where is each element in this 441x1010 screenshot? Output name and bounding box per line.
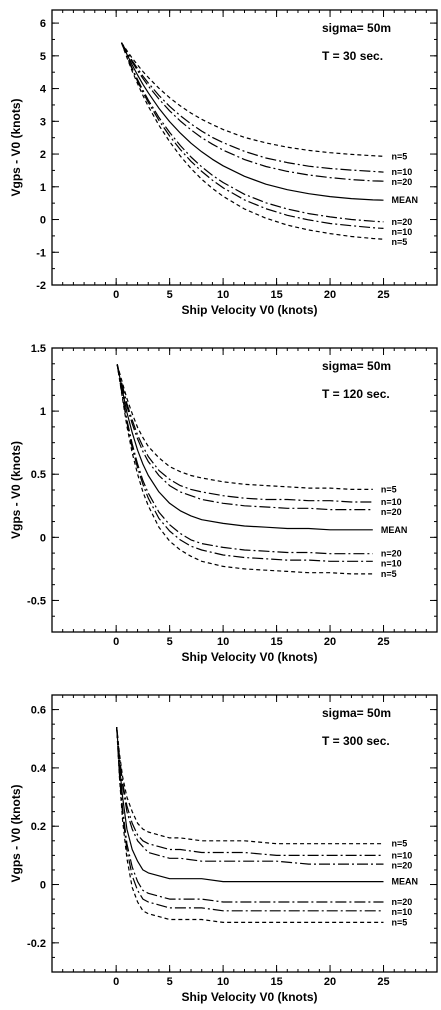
- annotation-period: T = 300 sec.: [322, 734, 390, 748]
- series-line-n5-upper: [116, 727, 384, 845]
- y-tick-label: -0.5: [27, 595, 46, 607]
- series-label-n10-upper: n=10: [392, 167, 413, 177]
- series-label-mean: MEAN: [381, 525, 408, 535]
- y-tick-label: -2: [36, 280, 46, 292]
- series-line-n20-upper: [120, 42, 384, 182]
- series-label-n5-upper: n=5: [392, 151, 408, 161]
- series-line-n10-upper: [116, 364, 373, 503]
- x-tick-label: 15: [270, 976, 282, 988]
- series-label-n10-lower: n=10: [392, 907, 413, 917]
- x-tick-label: 5: [167, 289, 173, 301]
- y-tick-label: 1: [40, 182, 46, 194]
- x-tick-label: 0: [113, 289, 119, 301]
- y-tick-label: 0.5: [31, 469, 46, 481]
- y-tick-label: 1: [40, 406, 46, 418]
- x-tick-label: 25: [377, 636, 389, 648]
- y-tick-label: 1.5: [31, 343, 46, 355]
- series-label-n10-lower: n=10: [392, 227, 413, 237]
- x-tick-label: 15: [270, 289, 282, 301]
- series-label-n5-upper: n=5: [392, 839, 408, 849]
- series-label-n20-upper: n=20: [392, 177, 413, 187]
- annotation-sigma: sigma= 50m: [322, 359, 391, 373]
- y-tick-label: 0: [40, 532, 46, 544]
- series-label-n5-upper: n=5: [381, 484, 397, 494]
- x-tick-label: 25: [377, 289, 389, 301]
- x-axis-title: Ship Velocity V0 (knots): [181, 650, 317, 664]
- series-line-n5-lower: [116, 364, 373, 575]
- annotation-sigma: sigma= 50m: [322, 21, 391, 35]
- series-line-n20-upper: [116, 364, 373, 511]
- y-axis-title: Vgps - V0 (knots): [9, 441, 23, 539]
- series-line-mean: [116, 364, 373, 531]
- series-line-n10-lower: [116, 727, 384, 912]
- series-line-n5-lower: [116, 727, 384, 923]
- series-line-n10-lower: [116, 364, 373, 562]
- y-tick-label: 0.6: [31, 705, 46, 717]
- series-line-n5-lower: [120, 42, 384, 240]
- x-tick-label: 0: [113, 976, 119, 988]
- x-tick-label: 10: [217, 289, 229, 301]
- y-tick-label: 6: [40, 18, 46, 30]
- x-tick-label: 15: [270, 636, 282, 648]
- x-axis-title: Ship Velocity V0 (knots): [181, 303, 317, 317]
- series-line-n20-lower: [116, 727, 384, 903]
- x-tick-label: 20: [324, 289, 336, 301]
- series-line-n5-upper: [121, 42, 384, 157]
- series-label-n20-upper: n=20: [392, 860, 413, 870]
- series-line-n20-upper: [116, 727, 384, 865]
- x-tick-label: 10: [217, 636, 229, 648]
- series-label-n20-upper: n=20: [381, 507, 402, 517]
- x-tick-label: 0: [113, 636, 119, 648]
- series-label-n20-lower: n=20: [392, 217, 413, 227]
- x-tick-label: 5: [167, 636, 173, 648]
- y-tick-label: 4: [40, 84, 47, 96]
- series-line-n10-lower: [120, 42, 384, 229]
- y-tick-label: 0: [40, 215, 46, 227]
- x-tick-label: 10: [217, 976, 229, 988]
- series-line-n20-lower: [120, 42, 384, 223]
- annotation-sigma: sigma= 50m: [322, 706, 391, 720]
- y-tick-label: -1: [36, 247, 46, 259]
- chart-panel-1: 0 5 10 15 20 25 -2 -1 0 1 2 3 4 5 6 Ship Velocity V0 (k…: [9, 9, 438, 317]
- series-label-n20-lower: n=20: [392, 897, 413, 907]
- annotation-period: T = 120 sec.: [322, 387, 390, 401]
- y-tick-label: -0.2: [27, 938, 46, 950]
- series-line-mean: [116, 727, 384, 883]
- series-label-n10-lower: n=10: [381, 559, 402, 569]
- y-tick-label: 5: [40, 51, 46, 63]
- series-label-mean: MEAN: [392, 195, 419, 205]
- x-axis-title: Ship Velocity V0 (knots): [181, 990, 317, 1004]
- series-label-n20-lower: n=20: [381, 549, 402, 559]
- chart-panel-2: 0 5 10 15 20 25 -0.5 0 0.5 1 1.5 Ship Velocity V0 (…: [9, 343, 438, 664]
- series-line-mean: [120, 42, 384, 201]
- series-line-n10-upper: [120, 42, 384, 173]
- series-line-n20-lower: [116, 364, 373, 555]
- x-tick-label: 20: [324, 976, 336, 988]
- series-label-mean: MEAN: [392, 877, 419, 887]
- series-label-n5-lower: n=5: [381, 569, 397, 579]
- y-axis-title: Vgps - V0 (knots): [9, 784, 23, 882]
- series-line-n10-upper: [116, 727, 384, 856]
- y-tick-label: 0: [40, 880, 46, 892]
- chart-panel-3: 0 5 10 15 20 25 -0.2 0 0.2 0.4 0.6 Ship Velocity V0…: [9, 694, 438, 1004]
- y-tick-label: 0.4: [31, 763, 47, 775]
- series-label-n5-lower: n=5: [392, 237, 408, 247]
- y-axis-title: Vgps - V0 (knots): [9, 98, 23, 196]
- x-tick-label: 25: [377, 976, 389, 988]
- y-tick-label: 3: [40, 116, 46, 128]
- annotation-period: T = 30 sec.: [322, 49, 383, 63]
- x-tick-label: 5: [167, 976, 173, 988]
- y-tick-label: 0.2: [31, 821, 46, 833]
- series-label-n10-upper: n=10: [381, 497, 402, 507]
- x-tick-label: 20: [324, 636, 336, 648]
- series-line-n5-upper: [116, 364, 373, 490]
- series-label-n5-lower: n=5: [392, 917, 408, 927]
- y-tick-label: 2: [40, 149, 46, 161]
- series-label-n10-upper: n=10: [392, 850, 413, 860]
